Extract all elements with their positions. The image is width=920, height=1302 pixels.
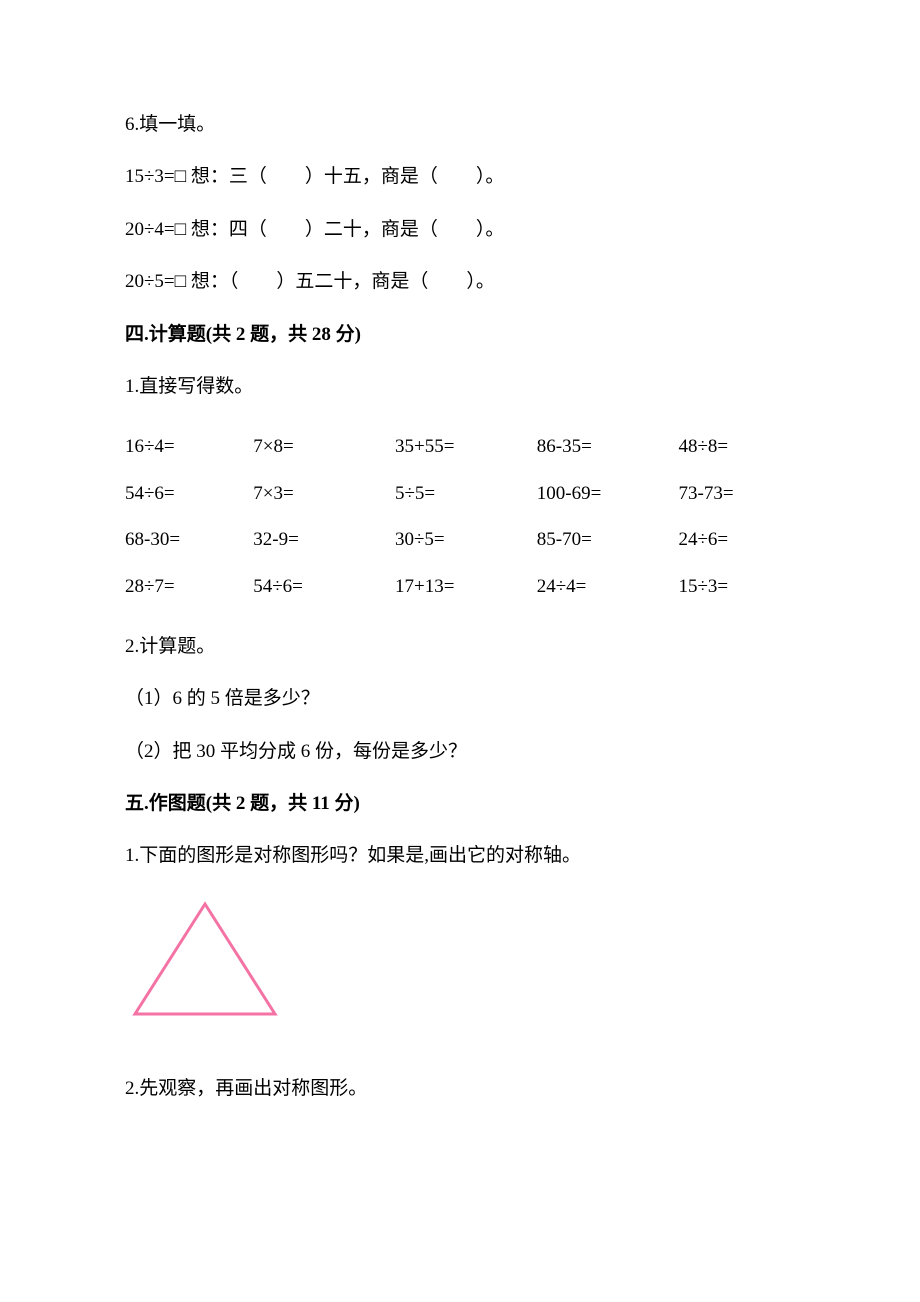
calc-cell: 100-69= [537, 471, 679, 517]
table-row: 16÷4= 7×8= 35+55= 86-35= 48÷8= [125, 424, 800, 470]
table-row: 54÷6= 7×3= 5÷5= 100-69= 73-73= [125, 471, 800, 517]
calc-cell: 15÷3= [679, 564, 801, 610]
q6-title: 6.填一填。 [125, 110, 800, 140]
calc-cell: 35+55= [395, 424, 537, 470]
calc-cell: 7×3= [253, 471, 395, 517]
calc-cell: 86-35= [537, 424, 679, 470]
q6-line-2: 20÷4=□ 想：四（ ）二十，商是（ ）。 [125, 215, 800, 245]
triangle-shape [135, 904, 275, 1014]
calc-cell: 54÷6= [125, 471, 253, 517]
s4-q1-title: 1.直接写得数。 [125, 372, 800, 402]
calc-cell: 32-9= [253, 517, 395, 563]
s5-q2: 2.先观察，再画出对称图形。 [125, 1074, 800, 1104]
triangle-icon [125, 894, 285, 1024]
section4-heading: 四.计算题(共 2 题，共 28 分) [125, 320, 800, 350]
s4-q2-title: 2.计算题。 [125, 632, 800, 662]
calc-cell: 73-73= [679, 471, 801, 517]
calc-cell: 68-30= [125, 517, 253, 563]
calc-cell: 48÷8= [679, 424, 801, 470]
calc-cell: 16÷4= [125, 424, 253, 470]
calc-cell: 28÷7= [125, 564, 253, 610]
calc-cell: 24÷4= [537, 564, 679, 610]
s5-q1: 1.下面的图形是对称图形吗？如果是,画出它的对称轴。 [125, 841, 800, 871]
table-row: 68-30= 32-9= 30÷5= 85-70= 24÷6= [125, 517, 800, 563]
calc-cell: 54÷6= [253, 564, 395, 610]
table-row: 28÷7= 54÷6= 17+13= 24÷4= 15÷3= [125, 564, 800, 610]
calc-cell: 7×8= [253, 424, 395, 470]
calc-table: 16÷4= 7×8= 35+55= 86-35= 48÷8= 54÷6= 7×3… [125, 424, 800, 610]
calc-cell: 17+13= [395, 564, 537, 610]
triangle-figure [125, 894, 800, 1034]
calc-cell: 30÷5= [395, 517, 537, 563]
q6-line-3: 20÷5=□ 想：（ ）五二十，商是（ ）。 [125, 267, 800, 297]
s4-q2-item-2: （2）把 30 平均分成 6 份，每份是多少？ [125, 737, 800, 767]
q6-line-1: 15÷3=□ 想：三（ ）十五，商是（ ）。 [125, 162, 800, 192]
calc-cell: 24÷6= [679, 517, 801, 563]
s4-q2-item-1: （1）6 的 5 倍是多少？ [125, 684, 800, 714]
section5-heading: 五.作图题(共 2 题，共 11 分) [125, 789, 800, 819]
calc-cell: 5÷5= [395, 471, 537, 517]
calc-cell: 85-70= [537, 517, 679, 563]
